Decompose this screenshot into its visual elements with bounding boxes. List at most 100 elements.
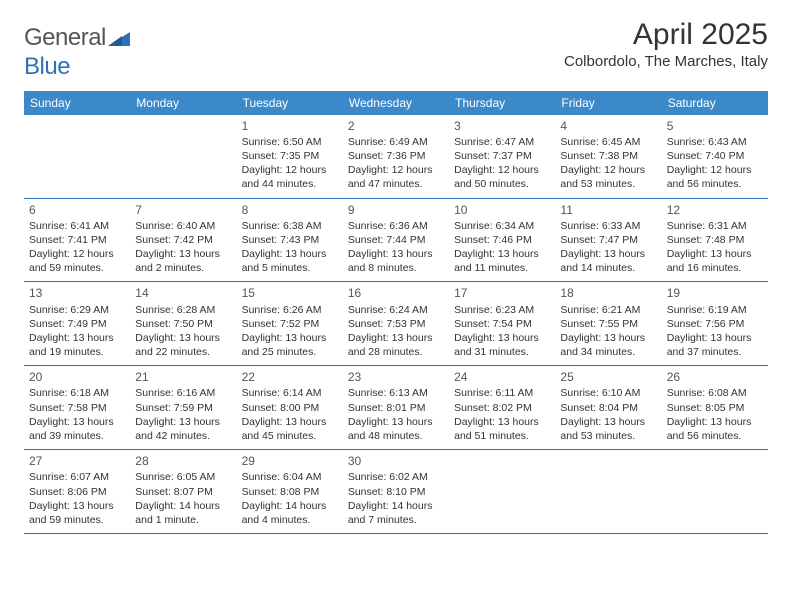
daylight-line: Daylight: 13 hours and 14 minutes. bbox=[560, 247, 656, 275]
sunset-line: Sunset: 7:41 PM bbox=[29, 233, 125, 247]
brand-word-1: General bbox=[24, 24, 106, 51]
sunset-line: Sunset: 7:53 PM bbox=[348, 317, 444, 331]
week-row: 13 Sunrise: 6:29 AMSunset: 7:49 PM Dayligh… bbox=[24, 282, 768, 366]
day-number: 7 bbox=[135, 202, 231, 218]
sunrise-line: Sunrise: 6:49 AM bbox=[348, 135, 444, 149]
sunrise-line: Sunrise: 6:10 AM bbox=[560, 386, 656, 400]
day-number: 8 bbox=[242, 202, 338, 218]
day-number: 2 bbox=[348, 118, 444, 134]
day-number: 17 bbox=[454, 285, 550, 301]
sunset-line: Sunset: 7:49 PM bbox=[29, 317, 125, 331]
sunrise-line: Sunrise: 6:19 AM bbox=[667, 303, 763, 317]
sunrise-line: Sunrise: 6:08 AM bbox=[667, 386, 763, 400]
week-row: 1Sunrise: 6:50 AMSunset: 7:35 PMDaylight… bbox=[24, 115, 768, 198]
sunrise-line: Sunrise: 6:43 AM bbox=[667, 135, 763, 149]
week-row: 27Sunrise: 6:07 AMSunset: 8:06 PMDayligh… bbox=[24, 450, 768, 534]
day-number: 20 bbox=[29, 369, 125, 385]
daylight-line: Daylight: 14 hours and 4 minutes. bbox=[242, 499, 338, 527]
daylight-line: Daylight: 13 hours and 28 minutes. bbox=[348, 331, 444, 359]
day-number: 26 bbox=[667, 369, 763, 385]
day-number: 25 bbox=[560, 369, 656, 385]
empty-cell bbox=[555, 450, 661, 534]
day-cell: 17Sunrise: 6:23 AMSunset: 7:54 PMDayligh… bbox=[449, 282, 555, 366]
brand-word-2: Blue bbox=[24, 53, 70, 80]
day-number: 23 bbox=[348, 369, 444, 385]
daylight-line: Daylight: 13 hours and 31 minutes. bbox=[454, 331, 550, 359]
day-cell: 8Sunrise: 6:38 AMSunset: 7:43 PMDaylight… bbox=[237, 198, 343, 282]
sunrise-line: Sunrise: 6:40 AM bbox=[135, 219, 231, 233]
day-cell: 1Sunrise: 6:50 AMSunset: 7:35 PMDaylight… bbox=[237, 115, 343, 198]
day-cell: 29Sunrise: 6:04 AMSunset: 8:08 PMDayligh… bbox=[237, 450, 343, 534]
daylight-line: Daylight: 13 hours and 22 minutes. bbox=[135, 331, 231, 359]
sunrise-line: Sunrise: 6:26 AM bbox=[242, 303, 338, 317]
day-cell: 24Sunrise: 6:11 AMSunset: 8:02 PMDayligh… bbox=[449, 366, 555, 450]
sunset-line: Sunset: 7:50 PM bbox=[135, 317, 231, 331]
day-cell: 16Sunrise: 6:24 AMSunset: 7:53 PMDayligh… bbox=[343, 282, 449, 366]
sunset-line: Sunset: 7:54 PM bbox=[454, 317, 550, 331]
day-number: 10 bbox=[454, 202, 550, 218]
daylight-line: Daylight: 13 hours and 53 minutes. bbox=[560, 415, 656, 443]
day-cell: 5Sunrise: 6:43 AMSunset: 7:40 PMDaylight… bbox=[662, 115, 768, 198]
sunset-line: Sunset: 8:01 PM bbox=[348, 401, 444, 415]
day-number: 18 bbox=[560, 285, 656, 301]
sunrise-line: Sunrise: 6:38 AM bbox=[242, 219, 338, 233]
sunrise-line: Sunrise: 6:28 AM bbox=[135, 303, 231, 317]
day-cell: 6Sunrise: 6:41 AMSunset: 7:41 PMDaylight… bbox=[24, 198, 130, 282]
day-header: Monday bbox=[130, 91, 236, 115]
day-cell: 23Sunrise: 6:13 AMSunset: 8:01 PMDayligh… bbox=[343, 366, 449, 450]
day-number: 3 bbox=[454, 118, 550, 134]
daylight-line: Daylight: 13 hours and 39 minutes. bbox=[29, 415, 125, 443]
sunrise-line: Sunrise: 6:34 AM bbox=[454, 219, 550, 233]
sunrise-line: Sunrise: 6:05 AM bbox=[135, 470, 231, 484]
sunset-line: Sunset: 7:59 PM bbox=[135, 401, 231, 415]
day-header: Saturday bbox=[662, 91, 768, 115]
day-header: Wednesday bbox=[343, 91, 449, 115]
sunrise-line: Sunrise: 6:33 AM bbox=[560, 219, 656, 233]
day-cell: 26Sunrise: 6:08 AMSunset: 8:05 PMDayligh… bbox=[662, 366, 768, 450]
brand-logo: GeneralBlue bbox=[24, 18, 130, 81]
day-cell: 19Sunrise: 6:19 AMSunset: 7:56 PMDayligh… bbox=[662, 282, 768, 366]
empty-cell bbox=[662, 450, 768, 534]
daylight-line: Daylight: 13 hours and 37 minutes. bbox=[667, 331, 763, 359]
day-number: 1 bbox=[242, 118, 338, 134]
daylight-line: Daylight: 13 hours and 5 minutes. bbox=[242, 247, 338, 275]
week-row: 20Sunrise: 6:18 AMSunset: 7:58 PMDayligh… bbox=[24, 366, 768, 450]
calendar-table: SundayMondayTuesdayWednesdayThursdayFrid… bbox=[24, 91, 768, 534]
sunset-line: Sunset: 7:52 PM bbox=[242, 317, 338, 331]
sunset-line: Sunset: 7:36 PM bbox=[348, 149, 444, 163]
sunrise-line: Sunrise: 6:18 AM bbox=[29, 386, 125, 400]
day-number: 24 bbox=[454, 369, 550, 385]
daylight-line: Daylight: 13 hours and 16 minutes. bbox=[667, 247, 763, 275]
daylight-line: Daylight: 13 hours and 48 minutes. bbox=[348, 415, 444, 443]
sunset-line: Sunset: 7:56 PM bbox=[667, 317, 763, 331]
day-header: Friday bbox=[555, 91, 661, 115]
day-cell: 11Sunrise: 6:33 AMSunset: 7:47 PMDayligh… bbox=[555, 198, 661, 282]
sunset-line: Sunset: 7:58 PM bbox=[29, 401, 125, 415]
day-number: 16 bbox=[348, 285, 444, 301]
day-cell: 15Sunrise: 6:26 AMSunset: 7:52 PMDayligh… bbox=[237, 282, 343, 366]
day-cell: 14Sunrise: 6:28 AMSunset: 7:50 PMDayligh… bbox=[130, 282, 236, 366]
sunset-line: Sunset: 8:05 PM bbox=[667, 401, 763, 415]
week-row: 6Sunrise: 6:41 AMSunset: 7:41 PMDaylight… bbox=[24, 198, 768, 282]
day-cell: 9Sunrise: 6:36 AMSunset: 7:44 PMDaylight… bbox=[343, 198, 449, 282]
sunrise-line: Sunrise: 6:13 AM bbox=[348, 386, 444, 400]
day-header: Sunday bbox=[24, 91, 130, 115]
day-number: 9 bbox=[348, 202, 444, 218]
day-cell: 4Sunrise: 6:45 AMSunset: 7:38 PMDaylight… bbox=[555, 115, 661, 198]
sunset-line: Sunset: 8:07 PM bbox=[135, 485, 231, 499]
daylight-line: Daylight: 12 hours and 56 minutes. bbox=[667, 163, 763, 191]
day-number: 29 bbox=[242, 453, 338, 469]
day-cell: 25Sunrise: 6:10 AMSunset: 8:04 PMDayligh… bbox=[555, 366, 661, 450]
sunset-line: Sunset: 7:42 PM bbox=[135, 233, 231, 247]
day-header-row: SundayMondayTuesdayWednesdayThursdayFrid… bbox=[24, 91, 768, 115]
sunrise-line: Sunrise: 6:29 AM bbox=[29, 303, 125, 317]
day-number: 13 bbox=[29, 285, 125, 301]
day-number: 15 bbox=[242, 285, 338, 301]
sunset-line: Sunset: 7:48 PM bbox=[667, 233, 763, 247]
day-cell: 13Sunrise: 6:29 AMSunset: 7:49 PMDayligh… bbox=[24, 282, 130, 366]
sunrise-line: Sunrise: 6:36 AM bbox=[348, 219, 444, 233]
sunset-line: Sunset: 7:37 PM bbox=[454, 149, 550, 163]
daylight-line: Daylight: 13 hours and 11 minutes. bbox=[454, 247, 550, 275]
sunrise-line: Sunrise: 6:04 AM bbox=[242, 470, 338, 484]
day-number: 5 bbox=[667, 118, 763, 134]
